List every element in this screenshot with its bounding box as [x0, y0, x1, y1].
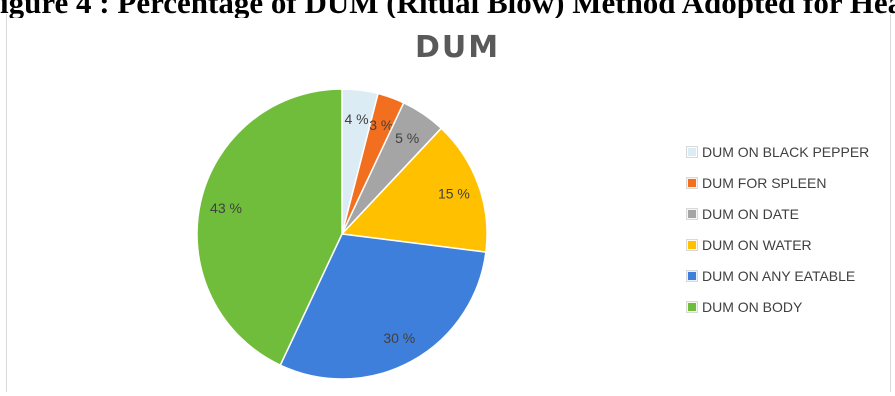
- legend-item-dum-on-water: DUM ON WATER: [687, 229, 869, 260]
- legend-item-dum-on-any-eatable: DUM ON ANY EATABLE: [687, 260, 869, 291]
- slice-label-dum-on-black-pepper: 4 %: [344, 111, 368, 127]
- legend-label: DUM ON DATE: [702, 205, 799, 222]
- slice-label-dum-on-water: 15 %: [438, 186, 470, 202]
- legend-swatch: [687, 239, 697, 250]
- pie-slice-dum-on-water: [340, 127, 488, 254]
- chart-title: DUM: [414, 30, 501, 65]
- chart-frame: [6, 14, 891, 392]
- slice-label-dum-on-any-eatable: 30 %: [383, 330, 415, 346]
- pie-slice-dum-on-any-eatable: [279, 233, 487, 380]
- slice-label-dum-on-body: 43 %: [210, 200, 242, 216]
- legend-label: DUM ON ANY EATABLE: [702, 267, 856, 284]
- legend-swatch: [687, 177, 697, 188]
- slice-label-dum-for-spleen: 3 %: [369, 117, 393, 133]
- legend-swatch: [687, 208, 697, 219]
- legend-swatch: [687, 146, 697, 157]
- legend-swatch: [687, 301, 697, 312]
- legend-item-dum-on-black-pepper: DUM ON BLACK PEPPER: [687, 136, 869, 167]
- legend-item-dum-on-body: DUM ON BODY: [687, 291, 869, 322]
- legend-label: DUM ON BODY: [702, 298, 803, 315]
- legend-swatch: [687, 270, 697, 281]
- legend-item-dum-for-spleen: DUM FOR SPLEEN: [687, 167, 869, 198]
- chart-legend: DUM ON BLACK PEPPER DUM FOR SPLEEN DUM ON …: [687, 136, 869, 322]
- figure-caption-fragment: igure 4 : Percentage of DUM (Ritual Blow…: [0, 0, 895, 18]
- slice-label-dum-on-date: 5 %: [395, 130, 419, 146]
- pie-slice-dum-on-body: [196, 88, 343, 367]
- legend-label: DUM ON WATER: [702, 236, 812, 253]
- legend-label: DUM ON BLACK PEPPER: [702, 143, 870, 160]
- legend-item-dum-on-date: DUM ON DATE: [687, 198, 869, 229]
- legend-label: DUM FOR SPLEEN: [702, 174, 827, 191]
